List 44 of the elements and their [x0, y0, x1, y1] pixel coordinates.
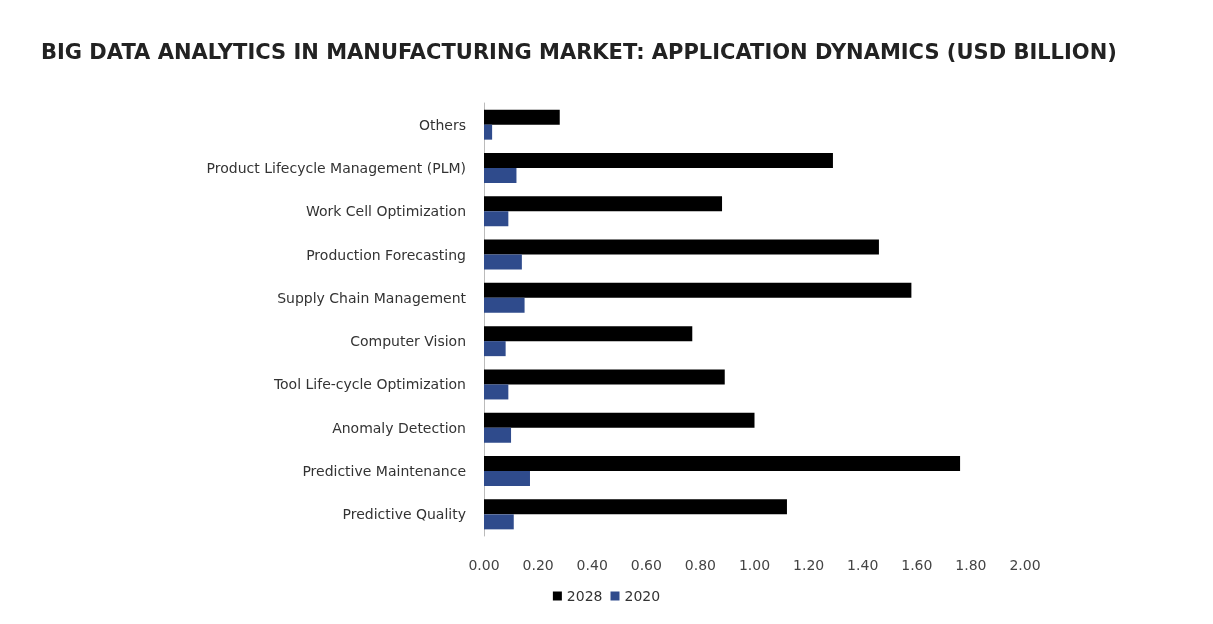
bar	[484, 514, 514, 530]
bar	[484, 196, 723, 212]
x-tick-label: 0.00	[468, 557, 500, 573]
y-tick-label: Product Lifecycle Management (PLM)	[206, 159, 466, 176]
bar	[484, 341, 506, 357]
bar	[484, 254, 522, 270]
bar	[484, 384, 509, 400]
bar	[484, 167, 517, 183]
y-tick-label: Computer Vision	[350, 333, 466, 350]
bar	[484, 412, 755, 428]
y-tick-label: Anomaly Detection	[332, 419, 466, 436]
bar	[484, 239, 879, 255]
y-tick-label: Predictive Maintenance	[302, 463, 466, 480]
y-tick-label: Production Forecasting	[306, 246, 466, 263]
y-tick-label: Supply Chain Management	[277, 289, 467, 306]
bar	[484, 297, 525, 313]
x-tick-label: 1.20	[793, 557, 825, 573]
bar	[484, 456, 961, 472]
y-tick-label: Predictive Quality	[342, 506, 466, 523]
x-tick-label: 0.80	[684, 557, 716, 573]
x-tick-label: 0.40	[576, 557, 608, 573]
y-tick-label: Work Cell Optimization	[305, 203, 466, 220]
y-tick-label: Tool Life-cycle Optimization	[272, 376, 466, 393]
bar	[484, 427, 512, 443]
bar	[484, 471, 530, 487]
x-tick-label: 1.60	[901, 557, 933, 573]
bar	[484, 326, 693, 342]
bar	[484, 152, 833, 168]
x-tick-label: 1.80	[955, 557, 987, 573]
legend-label: 2020	[624, 588, 661, 604]
legend-label: 2028	[566, 588, 603, 604]
x-tick-label: 1.00	[738, 557, 771, 573]
bar	[484, 499, 787, 515]
bar	[484, 282, 912, 298]
y-tick-label: Others	[418, 116, 466, 133]
x-tick-label: 2.00	[1009, 557, 1041, 573]
chart-title: BIG DATA ANALYTICS IN MANUFACTURING MARKET: APPLICATION DYNAMICS (USD BILLION)	[41, 39, 1117, 64]
bar	[484, 124, 493, 140]
x-tick-label: 1.40	[847, 557, 879, 573]
x-tick-label: 0.20	[522, 557, 554, 573]
x-tick-label: 0.60	[630, 557, 662, 573]
bar	[484, 109, 560, 125]
bar	[484, 211, 509, 227]
bar	[484, 369, 725, 385]
